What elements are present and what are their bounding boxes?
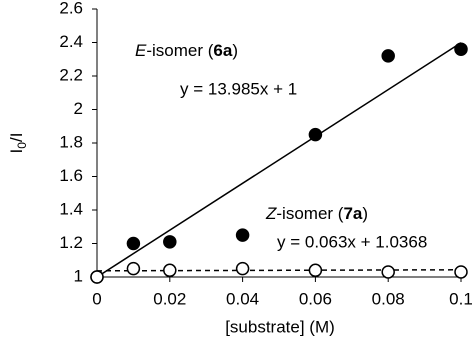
x-tick-label: 0 bbox=[92, 289, 101, 308]
y-axis-label: I0/I bbox=[7, 133, 29, 154]
y-tick-label: 1.2 bbox=[59, 233, 83, 252]
trendline-equation: y = 0.063x + 1.0368 bbox=[277, 232, 427, 251]
label-part: E bbox=[135, 41, 147, 60]
label-part: -isomer ( bbox=[276, 204, 343, 223]
data-point bbox=[126, 236, 141, 251]
label-part: -isomer ( bbox=[146, 41, 213, 60]
data-point bbox=[163, 235, 177, 249]
label-part: ) bbox=[362, 204, 368, 223]
data-point bbox=[235, 261, 250, 276]
data-point bbox=[381, 265, 395, 279]
series-label: Z-isomer (7a) bbox=[265, 204, 368, 223]
data-point bbox=[308, 263, 323, 278]
trendline bbox=[96, 269, 462, 272]
trendline-equation: y = 13.985x + 1 bbox=[180, 79, 297, 98]
x-tick-label: 0.08 bbox=[372, 289, 405, 308]
y-tick-label: 2.4 bbox=[59, 32, 83, 51]
series-label: E-isomer (6a) bbox=[135, 41, 238, 60]
data-point bbox=[308, 127, 323, 142]
y-label-sub: 0 bbox=[15, 142, 29, 149]
y-label-main: I bbox=[7, 149, 26, 154]
data-point bbox=[454, 42, 468, 56]
data-point bbox=[90, 270, 104, 284]
data-point bbox=[126, 261, 141, 276]
x-tick-label: 0.02 bbox=[153, 289, 186, 308]
y-tick-label: 1.8 bbox=[59, 132, 83, 151]
y-tick-label: 1 bbox=[74, 266, 83, 285]
x-tick-label: 0.1 bbox=[449, 289, 473, 308]
y-tick-label: 2.2 bbox=[59, 65, 83, 84]
label-part: 7a bbox=[343, 204, 362, 223]
y-tick-label: 2.6 bbox=[59, 0, 83, 17]
x-tick-label: 0.04 bbox=[226, 289, 259, 308]
x-tick-label: 0.06 bbox=[299, 289, 332, 308]
y-tick-label: 1.4 bbox=[59, 199, 83, 218]
data-point bbox=[235, 228, 250, 242]
y-label-rest: /I bbox=[7, 133, 26, 142]
data-point bbox=[454, 265, 468, 279]
y-tick-label: 1.6 bbox=[59, 166, 83, 185]
label-part: ) bbox=[232, 41, 238, 60]
data-point bbox=[381, 49, 395, 63]
trendline bbox=[96, 42, 462, 278]
label-part: Z bbox=[265, 204, 277, 223]
label-part: 6a bbox=[213, 41, 232, 60]
y-tick-label: 2 bbox=[74, 99, 83, 118]
x-axis-label: [substrate] (M) bbox=[225, 317, 335, 336]
data-point bbox=[163, 263, 177, 278]
